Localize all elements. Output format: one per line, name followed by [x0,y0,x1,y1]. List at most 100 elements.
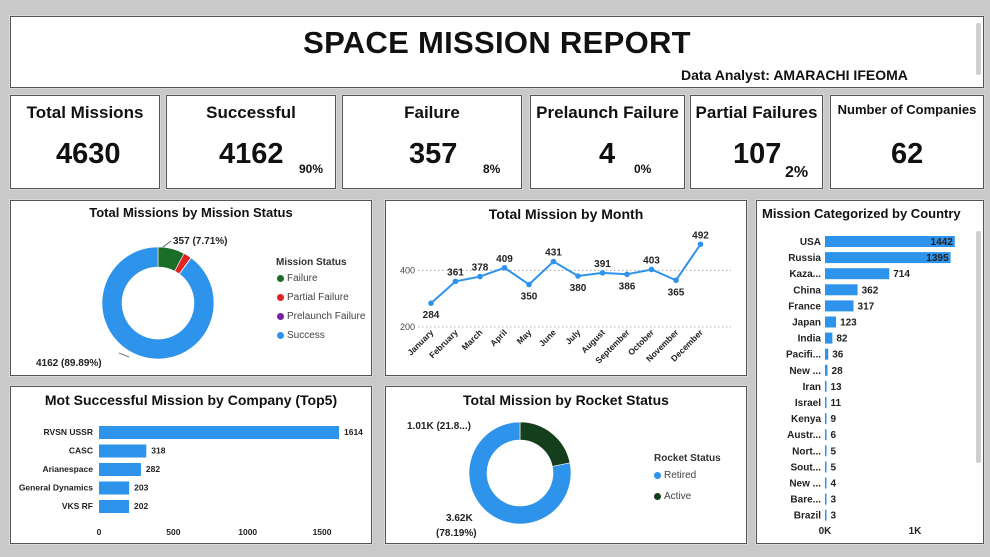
data-label: 202 [134,501,148,511]
data-point [648,266,655,273]
y-tick-label: France [788,301,821,312]
x-tick-label: May [515,327,534,346]
data-label: 391 [594,259,611,270]
y-tick-label: CASC [69,446,93,456]
kpi-value: 4162 [219,138,284,170]
kpi-successful: Successful 4162 90% [166,95,336,189]
legend-item-retired[interactable]: Retired [654,470,696,481]
y-tick-label: General Dynamics [19,483,93,493]
kpi-partial-failures: Partial Failures 107 2% [690,95,823,189]
mission-status-donut[interactable]: 357 (7.71%) 4162 (89.89%) [11,225,271,375]
bar [99,444,147,458]
bar [825,300,854,312]
bar [99,500,130,513]
data-label: 378 [472,263,489,274]
donut-slice-success [101,246,215,360]
data-label: 365 [668,287,685,298]
legend-item-active[interactable]: Active [654,491,691,502]
x-tick-label: June [537,327,558,348]
kpi-percent: 0% [634,162,652,176]
header-scrollbar[interactable] [976,23,981,75]
kpi-value: 62 [891,138,924,170]
kpi-label: Prelaunch Failure [536,103,679,122]
legend-item-partial-failure[interactable]: Partial Failure [277,292,349,303]
y-tick-label: Japan [792,318,821,329]
legend-item-prelaunch-failure[interactable]: Prelaunch Failure [277,311,365,322]
chart-title: Mot Successful Mission by Company (Top5) [44,392,338,408]
x-tick-label: 500 [166,527,180,537]
x-tick-label: 1000 [238,527,257,537]
data-label: 317 [858,301,875,312]
data-label: 1614 [344,427,363,437]
chart-title: Total Mission by Rocket Status [463,392,669,408]
y-tick-label: Nort... [792,446,821,457]
data-label: 123 [840,318,857,329]
y-tick-label: USA [800,237,821,248]
legend-item-success[interactable]: Success [277,330,325,341]
x-tick-label: 1K [909,526,923,537]
bar [825,461,827,473]
data-label: 380 [570,283,587,294]
legend-dot [654,472,661,479]
data-label: 386 [619,281,636,292]
legend-label: Failure [287,273,318,284]
data-point [477,273,483,280]
data-point [428,300,434,306]
bar [825,397,827,408]
country-scrollbar[interactable] [976,231,981,463]
data-label: 11 [831,398,842,409]
kpi-label: Number of Companies [837,102,977,117]
bar [825,380,827,392]
data-label: 362 [862,285,879,296]
data-label: (78.19%) [436,528,477,539]
y-tick-label: Arianespace [42,464,93,474]
data-label: 9 [831,414,837,425]
data-point [624,271,630,278]
data-label: 13 [831,382,843,393]
mission-by-month-line[interactable]: 200400284January361February378March409Ap… [386,225,746,375]
data-label: 1442 [931,237,954,248]
data-label: 318 [151,446,165,456]
data-label: 4 [831,479,837,490]
kpi-value: 107 [733,138,782,170]
data-label: 403 [643,255,660,266]
legend-dot [277,332,284,339]
y-tick-label: Iran [803,382,821,393]
y-tick-label: Austr... [787,430,821,441]
report-title: SPACE MISSION REPORT [303,25,691,60]
y-tick-label: Russia [788,253,821,264]
y-tick-label: India [798,334,822,345]
data-label: 1.01K (21.8...) [407,421,471,432]
mission-by-month-panel: Total Mission by Month 200 400 284 January 3… [385,200,747,376]
bar [99,481,130,495]
rocket-status-donut[interactable]: 1.01K (21.8...) 3.62K (78.19%) [386,411,636,543]
y-tick-label: Bare... [790,495,821,506]
legend-dot [277,313,284,320]
chart-title: Total Mission by Month [488,206,644,222]
x-tick-label: 1500 [313,527,332,537]
x-tick-label: 0K [819,526,833,537]
y-tick-label: New ... [789,479,821,490]
y-tick-label: Pacifi... [786,350,821,361]
leader-line [118,352,130,358]
y-tick-label: Brazil [794,511,821,522]
donut-slice-active [519,421,571,467]
data-point [550,258,557,265]
data-label: 3 [831,511,837,522]
company-bar-chart[interactable]: RVSN USSR 1614 CASC 318 Arianespace 282 Genera… [11,411,371,543]
y-tick-label: Israel [795,398,821,409]
company-panel: Mot Successful Mission by Company (Top5)… [10,386,372,544]
x-tick-label: March [460,327,485,352]
bar [99,463,141,476]
kpi-label: Partial Failures [695,103,818,122]
kpi-percent: 2% [785,164,809,181]
legend-item-failure[interactable]: Failure [277,273,318,284]
chart-title: Mission Categorized by Country [762,206,961,221]
data-label: 714 [893,269,910,280]
y-tick-label: RVSN USSR [44,427,93,437]
series-line [430,243,702,304]
y-tick-label: Kaza... [789,269,821,280]
kpi-label: Failure [404,103,460,122]
bar [825,348,829,360]
